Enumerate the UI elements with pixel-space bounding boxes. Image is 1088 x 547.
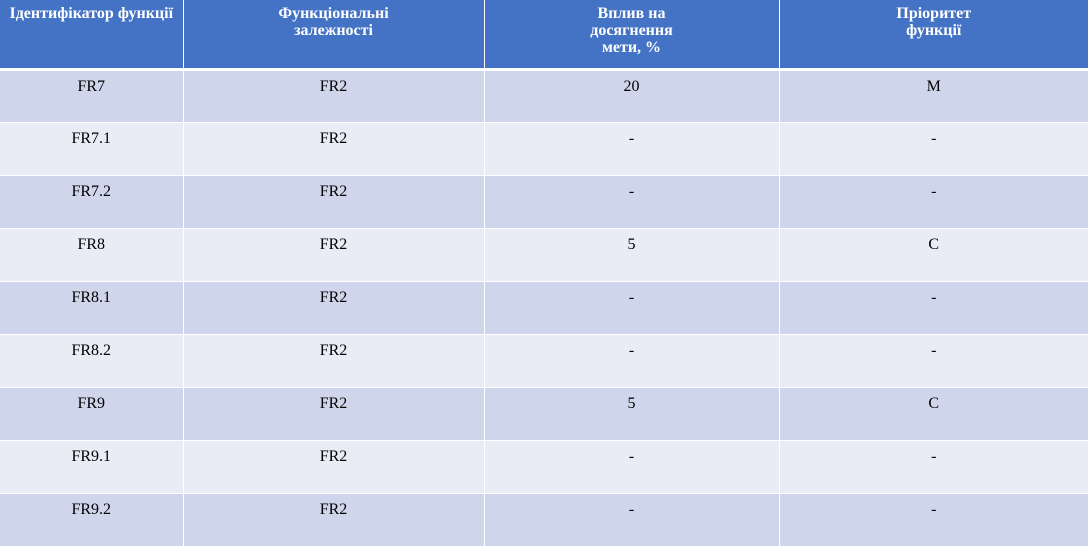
cell-function-id: FR7.1 [0, 122, 184, 176]
table-row: FR8.1 FR2- - [0, 281, 1088, 335]
cell-function-id: FR7.2 [0, 175, 184, 229]
table-row: FR7.1 FR2- - [0, 122, 1088, 176]
table-header-row: Ідентифікатор функції Функціональні зале… [0, 0, 1088, 71]
cell-functional-dependency: FR2 [183, 440, 485, 494]
cell-functional-dependency: FR2 [183, 493, 485, 547]
cell-functional-dependency: FR2 [183, 228, 485, 282]
header-functional-dependencies: Функціональні залежності [183, 0, 485, 71]
cell-functional-dependency: FR2 [183, 334, 485, 388]
cell-priority: M [779, 69, 1088, 123]
table-row: FR7.2 FR2- - [0, 175, 1088, 229]
table-body: FR7 FR2 20 M FR7.1 FR2- - FR7.2 FR2- - FR8 FR2 5 C FR8… [0, 69, 1088, 547]
cell-functional-dependency: FR2 [183, 281, 485, 335]
cell-priority: - [779, 334, 1088, 388]
cell-goal-impact: - [484, 334, 780, 388]
cell-goal-impact: 5 [484, 228, 780, 282]
header-function-priority: Пріоритет функції [779, 0, 1088, 71]
cell-goal-impact: 5 [484, 387, 780, 441]
cell-function-id: FR8 [0, 228, 184, 282]
cell-priority: C [779, 387, 1088, 441]
cell-function-id: FR9.2 [0, 493, 184, 547]
cell-functional-dependency: FR2 [183, 387, 485, 441]
cell-goal-impact: - [484, 440, 780, 494]
cell-priority: - [779, 122, 1088, 176]
cell-goal-impact: 20 [484, 69, 780, 123]
cell-goal-impact: - [484, 175, 780, 229]
cell-function-id: FR7 [0, 69, 184, 123]
table-row: FR9.1 FR2- - [0, 440, 1088, 494]
cell-functional-dependency: FR2 [183, 69, 485, 123]
table-row: FR9 FR2 5 C [0, 387, 1088, 441]
cell-priority: - [779, 281, 1088, 335]
table-row: FR9.2 FR2- - [0, 493, 1088, 547]
table-row: FR8.2 FR2- - [0, 334, 1088, 388]
cell-goal-impact: - [484, 281, 780, 335]
header-function-id: Ідентифікатор функції [0, 0, 184, 71]
cell-priority: - [779, 175, 1088, 229]
cell-function-id: FR9 [0, 387, 184, 441]
table-row: FR8 FR2 5 C [0, 228, 1088, 282]
cell-priority: - [779, 440, 1088, 494]
table-row: FR7 FR2 20 M [0, 69, 1088, 123]
cell-function-id: FR8.2 [0, 334, 184, 388]
cell-functional-dependency: FR2 [183, 122, 485, 176]
header-goal-impact: Вплив на досягнення мети, % [484, 0, 780, 71]
cell-functional-dependency: FR2 [183, 175, 485, 229]
cell-priority: C [779, 228, 1088, 282]
cell-goal-impact: - [484, 122, 780, 176]
cell-goal-impact: - [484, 493, 780, 547]
cell-priority: - [779, 493, 1088, 547]
cell-function-id: FR8.1 [0, 281, 184, 335]
cell-function-id: FR9.1 [0, 440, 184, 494]
